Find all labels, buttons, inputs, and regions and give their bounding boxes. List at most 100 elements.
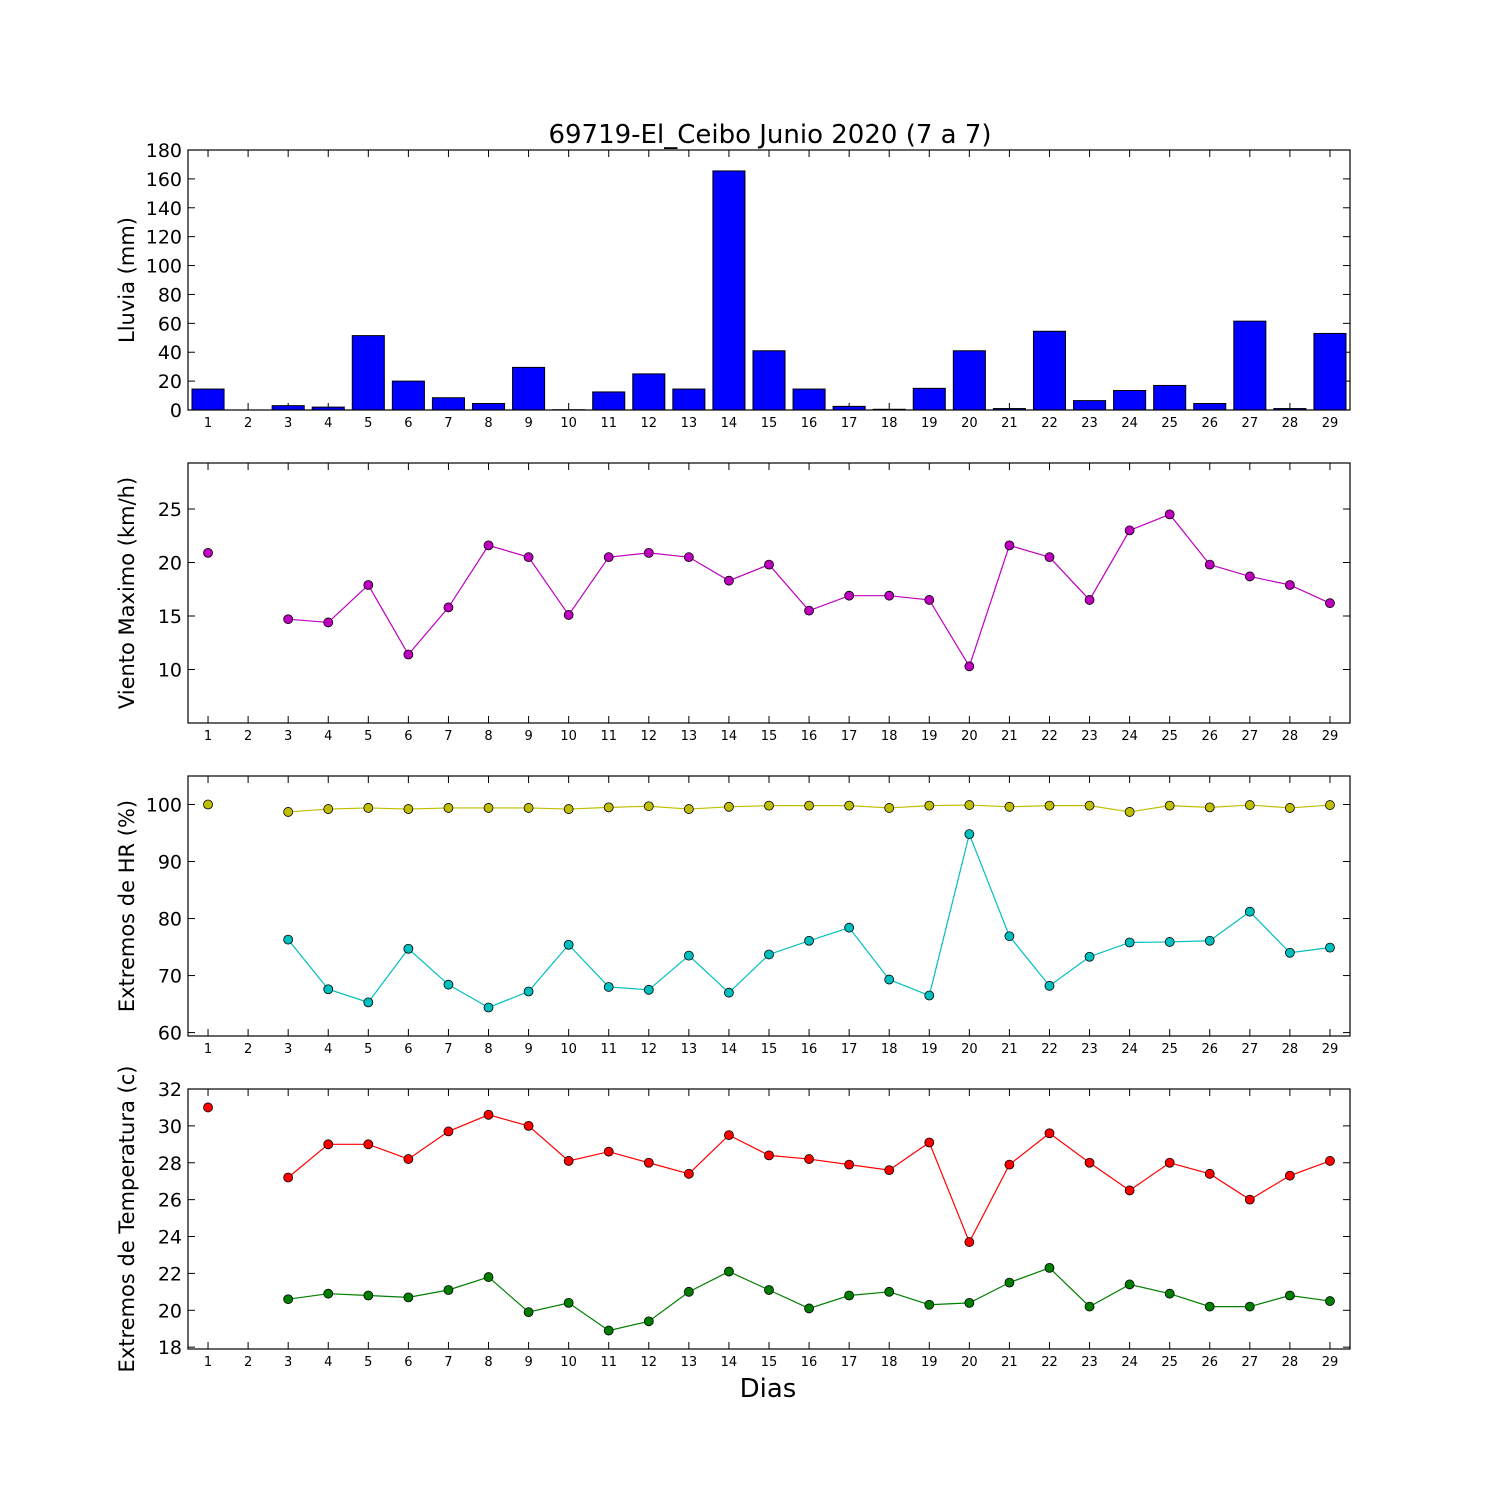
data-point bbox=[563, 610, 574, 620]
data-point bbox=[1204, 1168, 1215, 1179]
bar bbox=[191, 388, 225, 411]
x-tick-label: 25 bbox=[1161, 416, 1178, 431]
y-tick-label: 30 bbox=[158, 1116, 182, 1138]
x-tick-label: 24 bbox=[1121, 1042, 1138, 1057]
y-tick-label: 180 bbox=[146, 140, 182, 162]
bar bbox=[712, 170, 746, 411]
x-tick-label: 16 bbox=[801, 1355, 818, 1370]
x-tick-label: 29 bbox=[1322, 1355, 1339, 1370]
data-point bbox=[603, 1146, 614, 1157]
y-tick-label: 32 bbox=[158, 1079, 182, 1101]
x-tick-label: 22 bbox=[1041, 729, 1058, 744]
y-tick-label: 25 bbox=[158, 499, 182, 521]
x-tick-label: 11 bbox=[600, 729, 617, 744]
data-point bbox=[1244, 1301, 1255, 1312]
y-axis-label: Extremos de HR (%) bbox=[115, 800, 139, 1012]
x-tick-label: 8 bbox=[484, 1042, 492, 1057]
data-point bbox=[443, 1126, 454, 1137]
bar bbox=[1032, 330, 1067, 411]
data-point bbox=[403, 804, 414, 814]
data-point bbox=[804, 1303, 814, 1314]
x-tick-label: 26 bbox=[1201, 729, 1218, 744]
series-2 bbox=[283, 829, 1335, 1013]
data-point bbox=[283, 934, 294, 945]
x-tick-label: 1 bbox=[204, 1042, 212, 1057]
x-tick-label: 12 bbox=[641, 416, 658, 431]
x-tick-label: 11 bbox=[600, 1042, 617, 1057]
data-point bbox=[1124, 937, 1135, 948]
x-tick-label: 7 bbox=[444, 1355, 452, 1370]
axes-frame bbox=[187, 149, 1351, 411]
x-tick-label: 1 bbox=[204, 729, 212, 744]
y-tick-label: 20 bbox=[158, 1300, 182, 1322]
y-tick-label: 80 bbox=[158, 909, 182, 931]
data-point bbox=[563, 1156, 574, 1166]
data-point bbox=[724, 1266, 734, 1277]
data-point bbox=[403, 1292, 414, 1303]
x-tick-label: 3 bbox=[284, 1042, 292, 1057]
y-axis-label: Viento Maximo (km/h) bbox=[115, 477, 139, 709]
data-point bbox=[563, 804, 574, 814]
x-tick-label: 3 bbox=[284, 1355, 292, 1370]
y-tick-label: 15 bbox=[158, 606, 182, 628]
data-point bbox=[363, 580, 374, 590]
bar bbox=[471, 403, 506, 411]
bar bbox=[1313, 332, 1347, 411]
y-tick-label: 100 bbox=[146, 256, 182, 278]
bar bbox=[1193, 403, 1227, 411]
data-point bbox=[1244, 906, 1255, 917]
y-tick-label: 40 bbox=[158, 342, 182, 364]
axes-frame bbox=[187, 775, 1351, 1037]
x-tick-label: 15 bbox=[761, 729, 778, 744]
x-tick-label: 14 bbox=[721, 416, 738, 431]
x-tick-label: 26 bbox=[1201, 1042, 1218, 1057]
data-point bbox=[1044, 800, 1055, 811]
y-tick-label: 20 bbox=[158, 371, 182, 393]
x-tick-label: 23 bbox=[1081, 1355, 1098, 1370]
series-1 bbox=[203, 799, 1335, 817]
x-tick-label: 19 bbox=[921, 1355, 938, 1370]
series-1 bbox=[203, 1102, 1335, 1247]
data-point bbox=[1044, 980, 1055, 991]
data-point bbox=[483, 540, 494, 551]
data-point bbox=[603, 552, 614, 563]
y-tick-label: 24 bbox=[158, 1227, 182, 1249]
data-point bbox=[403, 649, 414, 660]
data-point bbox=[323, 1288, 334, 1299]
data-point bbox=[884, 803, 895, 813]
x-tick-label: 29 bbox=[1322, 1042, 1339, 1057]
x-tick-label: 15 bbox=[761, 416, 778, 431]
x-tick-label: 22 bbox=[1041, 1355, 1058, 1370]
data-point bbox=[1044, 1262, 1055, 1273]
data-point bbox=[1124, 1185, 1135, 1196]
x-tick-label: 8 bbox=[484, 729, 492, 744]
data-point bbox=[1164, 1157, 1175, 1168]
x-tick-label: 13 bbox=[681, 1355, 698, 1370]
data-point bbox=[1284, 1290, 1295, 1301]
y-tick-label: 0 bbox=[170, 400, 182, 422]
x-tick-label: 8 bbox=[484, 1355, 492, 1370]
data-point bbox=[924, 1137, 935, 1148]
data-point bbox=[1004, 801, 1015, 812]
data-point bbox=[964, 800, 975, 810]
x-tick-label: 23 bbox=[1081, 416, 1098, 431]
x-tick-label: 18 bbox=[881, 729, 898, 744]
data-point bbox=[1164, 509, 1175, 520]
data-point bbox=[844, 1290, 855, 1301]
x-tick-label: 21 bbox=[1001, 416, 1018, 431]
data-point bbox=[1325, 942, 1335, 953]
data-point bbox=[1284, 580, 1295, 590]
data-point bbox=[1244, 571, 1255, 582]
data-point bbox=[203, 547, 213, 558]
x-tick-label: 2 bbox=[244, 416, 252, 431]
y-tick-label: 80 bbox=[158, 284, 182, 306]
bar bbox=[752, 350, 786, 411]
y-axis-label: Lluvia (mm) bbox=[115, 217, 139, 343]
data-point bbox=[804, 605, 814, 616]
data-point bbox=[443, 803, 454, 813]
data-point bbox=[1004, 540, 1015, 551]
data-point bbox=[603, 802, 614, 813]
data-point bbox=[323, 617, 334, 628]
